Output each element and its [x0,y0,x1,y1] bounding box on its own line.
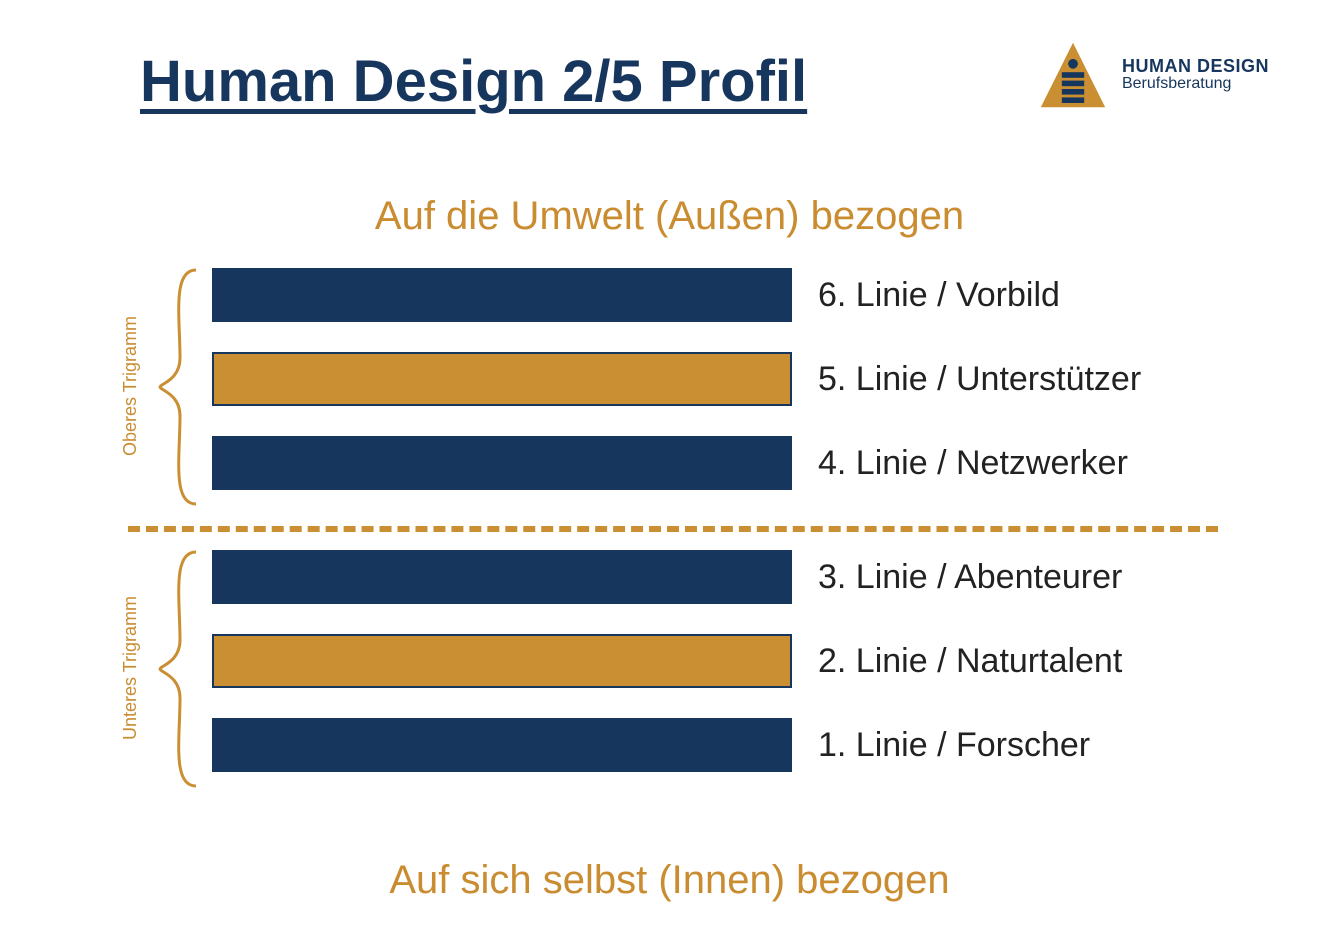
line-row: 5. Linie / Unterstützer [212,352,1212,406]
line-row: 4. Linie / Netzwerker [212,436,1212,490]
subtitle-bottom: Auf sich selbst (Innen) bezogen [0,858,1339,903]
upper-trigram-label: Oberes Trigramm [120,286,144,486]
line-bar [212,634,792,688]
line-label: 3. Linie / Abenteurer [818,558,1122,597]
line-label: 4. Linie / Netzwerker [818,444,1128,483]
line-row: 3. Linie / Abenteurer [212,550,1212,604]
line-bar [212,268,792,322]
line-label: 6. Linie / Vorbild [818,276,1060,315]
line-label: 2. Linie / Naturtalent [818,642,1122,681]
line-row: 2. Linie / Naturtalent [212,634,1212,688]
upper-brace-icon [156,268,200,506]
lower-brace-icon [156,550,200,788]
lower-trigram-label: Unteres Trigramm [120,568,144,768]
line-label: 5. Linie / Unterstützer [818,360,1141,399]
subtitle-top: Auf die Umwelt (Außen) bezogen [0,194,1339,239]
line-bar [212,352,792,406]
hexagram-rows: 6. Linie / Vorbild 5. Linie / Unterstütz… [212,268,1212,802]
line-bar [212,718,792,772]
line-bar [212,550,792,604]
logo-triangle-icon [1038,40,1108,110]
brand-logo: HUMAN DESIGN Berufsberatung [1038,40,1269,110]
line-label: 1. Linie / Forscher [818,726,1090,765]
logo-text-line1: HUMAN DESIGN [1122,57,1269,76]
line-bar [212,436,792,490]
page: Human Design 2/5 Profil HUMAN DESIGN Ber… [0,0,1339,945]
line-row: 6. Linie / Vorbild [212,268,1212,322]
page-title: Human Design 2/5 Profil [140,48,807,115]
line-row: 1. Linie / Forscher [212,718,1212,772]
logo-text-line2: Berufsberatung [1122,76,1269,93]
